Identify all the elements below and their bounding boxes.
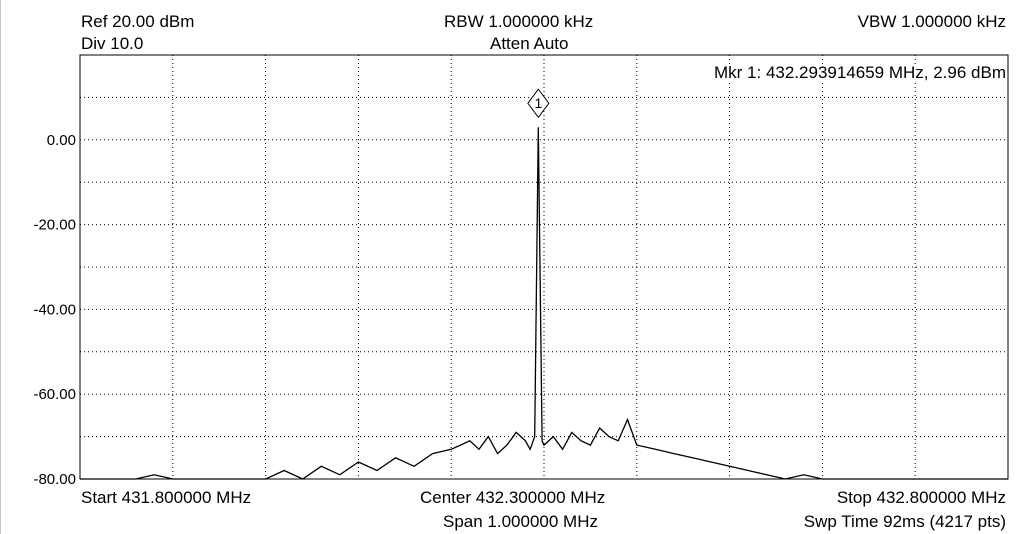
ref-level-label: Ref 20.00 dBm xyxy=(81,12,195,31)
y-tick-label: -40.00 xyxy=(33,301,76,318)
marker-1[interactable]: 1 xyxy=(527,88,550,119)
scale-div-label: Div 10.0 xyxy=(81,34,144,53)
y-tick-label: -60.00 xyxy=(33,386,76,403)
marker-readout: Mkr 1: 432.293914659 MHz, 2.96 dBm xyxy=(714,63,1006,82)
start-freq-label: Start 431.800000 MHz xyxy=(81,488,252,507)
y-tick-label: -20.00 xyxy=(33,217,76,234)
marker-diamond xyxy=(527,88,550,119)
y-tick-label: 0.00 xyxy=(47,132,76,149)
vbw-label: VBW 1.000000 kHz xyxy=(857,12,1006,31)
marker-number: 1 xyxy=(534,95,542,111)
sweep-time-label: Swp Time 92ms (4217 pts) xyxy=(803,512,1006,531)
rbw-label: RBW 1.000000 kHz xyxy=(444,12,594,31)
y-tick-label: -80.00 xyxy=(33,471,76,488)
span-label: Span 1.000000 MHz xyxy=(443,512,598,531)
stop-freq-label: Stop 432.800000 MHz xyxy=(836,488,1006,507)
atten-label: Atten Auto xyxy=(490,34,569,53)
spectrum-trace xyxy=(80,127,1008,480)
y-tick-labels: 0.00 -20.00 -40.00 -60.00 -80.00 xyxy=(33,132,76,488)
center-freq-label: Center 432.300000 MHz xyxy=(420,488,606,507)
window-left-edge xyxy=(0,0,1,534)
